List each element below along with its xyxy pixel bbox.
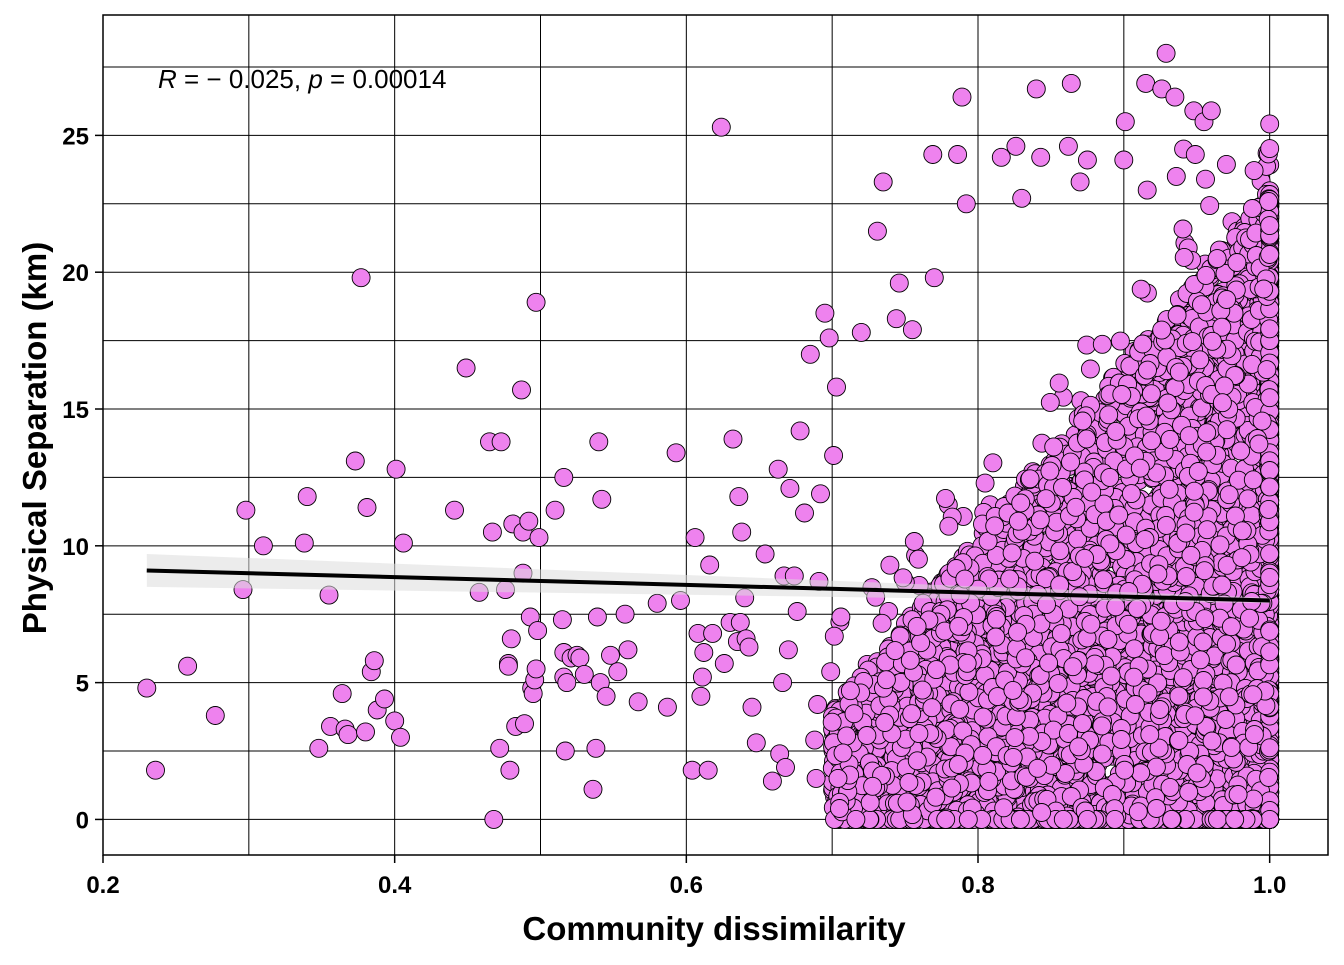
cloud-point (1136, 531, 1154, 549)
cloud-point (1051, 542, 1069, 560)
cloud-point (1217, 155, 1235, 173)
cloud-point (825, 627, 843, 645)
cloud-point (1175, 248, 1193, 266)
cloud-point (1093, 335, 1111, 353)
cloud-point (1261, 140, 1279, 158)
cloud-point (1174, 220, 1192, 238)
cloud-point (976, 474, 994, 492)
cloud-point (909, 550, 927, 568)
cloud-point (873, 614, 891, 632)
cloud-point (960, 683, 978, 701)
cloud-point (1050, 374, 1068, 392)
cloud-point (1125, 640, 1143, 658)
cloud-point (1041, 393, 1059, 411)
cloud-point (937, 489, 955, 507)
cloud-point (1132, 280, 1150, 298)
cloud-point (1081, 360, 1099, 378)
cloud-point (1117, 526, 1135, 544)
cloud-point (1261, 115, 1279, 133)
cloud-point (905, 533, 923, 551)
cloud-point (940, 517, 958, 535)
cloud-point (984, 454, 1002, 472)
cloud-point (1245, 162, 1263, 180)
cloud-point (1111, 332, 1129, 350)
